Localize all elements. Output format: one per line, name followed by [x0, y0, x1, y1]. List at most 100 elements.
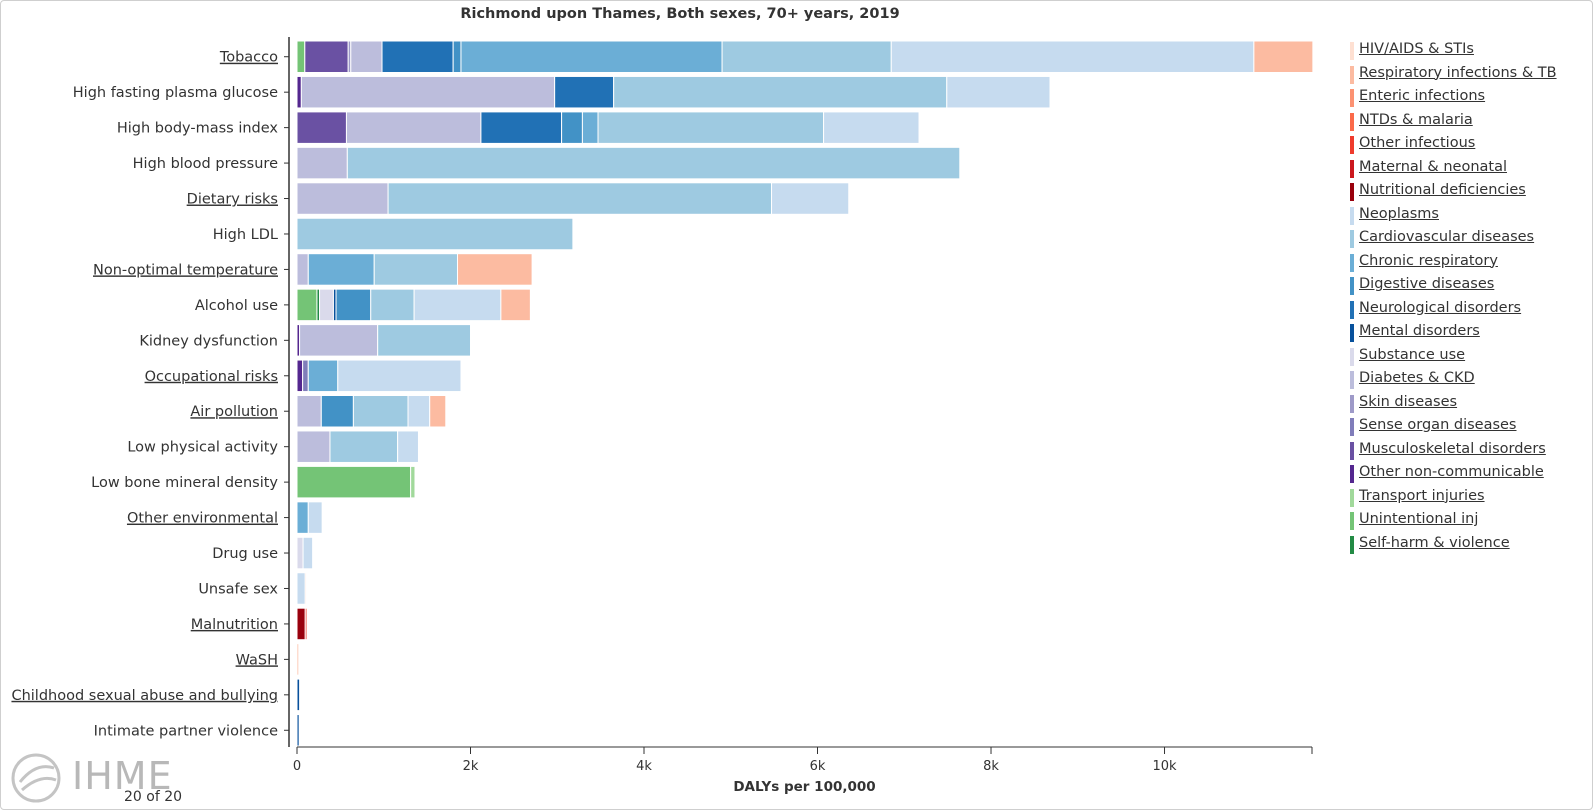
- bar-air-pollution-diabetes-ckd[interactable]: [296, 395, 322, 428]
- risk-label-other-environmental[interactable]: Other environmental: [127, 511, 278, 527]
- bar-air-pollution-neoplasms[interactable]: [407, 395, 431, 428]
- bar-tobacco-musculoskeletal-disorders[interactable]: [304, 40, 349, 73]
- bar-high-fasting-plasma-glucose-neurological-disorders[interactable]: [554, 75, 615, 109]
- bar-high-body-mass-index-musculoskeletal-disorders[interactable]: [296, 111, 347, 144]
- legend-item-diabetes-ckd[interactable]: Diabetes & CKD: [1350, 369, 1590, 393]
- legend-item-chronic-respiratory[interactable]: Chronic respiratory: [1350, 252, 1590, 276]
- bar-alcohol-use-substance-use[interactable]: [319, 288, 334, 322]
- legend-label[interactable]: Self-harm & violence: [1359, 534, 1510, 551]
- bar-high-body-mass-index-digestive-diseases[interactable]: [561, 111, 583, 144]
- bar-intimate-partner-violence-mental-disorders[interactable]: [296, 714, 300, 747]
- bar-low-physical-activity-cardiovascular-diseases[interactable]: [329, 430, 399, 463]
- bar-other-environmental-neoplasms[interactable]: [307, 501, 323, 534]
- legend-label[interactable]: Other infectious: [1359, 135, 1476, 151]
- legend-label[interactable]: Musculoskeletal disorders: [1359, 440, 1546, 457]
- bar-high-fasting-plasma-glucose-neoplasms[interactable]: [946, 75, 1051, 109]
- risk-label-malnutrition[interactable]: Malnutrition: [191, 617, 278, 633]
- legend-label[interactable]: Respiratory infections & TB: [1359, 64, 1557, 81]
- legend-label[interactable]: Other non-communicable: [1359, 464, 1544, 480]
- bar-high-blood-pressure-cardiovascular-diseases[interactable]: [346, 146, 961, 180]
- bar-high-fasting-plasma-glucose-cardiovascular-diseases[interactable]: [613, 75, 948, 109]
- risk-label-wash[interactable]: WaSH: [236, 652, 278, 668]
- legend-item-enteric-infections[interactable]: Enteric infections: [1350, 87, 1590, 111]
- legend-label[interactable]: Neurological disorders: [1359, 299, 1522, 316]
- legend-item-other-non-communicable[interactable]: Other non-communicable: [1350, 463, 1590, 487]
- legend-label[interactable]: Substance use: [1359, 346, 1466, 363]
- legend-item-substance-use[interactable]: Substance use: [1350, 346, 1590, 370]
- legend-item-unintentional-inj[interactable]: Unintentional inj: [1350, 510, 1590, 534]
- bar-non-optimal-temperature-diabetes-ckd[interactable]: [296, 253, 309, 286]
- legend-item-musculoskeletal-disorders[interactable]: Musculoskeletal disorders: [1350, 440, 1590, 464]
- bar-high-ldl-cardiovascular-diseases[interactable]: [296, 217, 574, 251]
- legend-label[interactable]: Enteric infections: [1359, 88, 1486, 104]
- bar-high-fasting-plasma-glucose-diabetes-ckd[interactable]: [300, 75, 556, 109]
- bar-childhood-sexual-abuse-and-bullying-mental-disorders[interactable]: [296, 678, 301, 712]
- bar-high-fasting-plasma-glucose-other-non-communicable[interactable]: [296, 75, 302, 109]
- legend-item-transport-injuries[interactable]: Transport injuries: [1350, 487, 1590, 511]
- bar-alcohol-use-respiratory-infections-tb[interactable]: [500, 288, 531, 322]
- bar-tobacco-unintentional-inj[interactable]: [296, 40, 306, 73]
- risk-label-occupational-risks[interactable]: Occupational risks: [145, 369, 278, 385]
- bar-drug-use-neoplasms[interactable]: [302, 536, 314, 570]
- bar-high-body-mass-index-cardiovascular-diseases[interactable]: [597, 111, 825, 144]
- bar-wash-respiratory-infections-tb[interactable]: [296, 643, 300, 676]
- bar-occupational-risks-neoplasms[interactable]: [337, 359, 462, 393]
- bar-malnutrition-other-infectious[interactable]: [304, 607, 308, 641]
- legend-item-sense-organ-diseases[interactable]: Sense organ diseases: [1350, 416, 1590, 440]
- bar-drug-use-substance-use[interactable]: [296, 536, 304, 570]
- legend-label[interactable]: Nutritional deficiencies: [1359, 182, 1526, 198]
- risk-label-dietary-risks[interactable]: Dietary risks: [187, 192, 278, 208]
- bar-malnutrition-nutritional-deficiencies[interactable]: [296, 607, 306, 641]
- legend-label[interactable]: Digestive diseases: [1359, 276, 1495, 292]
- bar-non-optimal-temperature-respiratory-infections-tb[interactable]: [456, 253, 533, 286]
- bar-alcohol-use-digestive-diseases[interactable]: [335, 288, 372, 322]
- bar-occupational-risks-chronic-respiratory[interactable]: [307, 359, 339, 393]
- legend-item-mental-disorders[interactable]: Mental disorders: [1350, 322, 1590, 346]
- bar-tobacco-diabetes-ckd[interactable]: [350, 40, 383, 73]
- legend-label[interactable]: Sense organ diseases: [1359, 417, 1517, 433]
- legend-label[interactable]: HIV/AIDS & STIs: [1359, 41, 1474, 57]
- bar-non-optimal-temperature-cardiovascular-diseases[interactable]: [373, 253, 458, 286]
- bar-high-blood-pressure-diabetes-ckd[interactable]: [296, 146, 348, 180]
- legend-label[interactable]: Skin diseases: [1359, 393, 1458, 410]
- legend-item-skin-diseases[interactable]: Skin diseases: [1350, 393, 1590, 417]
- legend-label[interactable]: Unintentional inj: [1359, 511, 1479, 527]
- bar-unsafe-sex-hiv-aids-stis[interactable]: [304, 572, 308, 605]
- legend-label[interactable]: Cardiovascular diseases: [1359, 229, 1535, 245]
- legend-label[interactable]: Chronic respiratory: [1359, 252, 1498, 269]
- bar-high-body-mass-index-chronic-respiratory[interactable]: [581, 111, 599, 144]
- bar-high-body-mass-index-neoplasms[interactable]: [823, 111, 920, 144]
- bar-alcohol-use-cardiovascular-diseases[interactable]: [370, 288, 415, 322]
- legend-item-other-infectious[interactable]: Other infectious: [1350, 134, 1590, 158]
- legend-item-digestive-diseases[interactable]: Digestive diseases: [1350, 275, 1590, 299]
- bar-low-physical-activity-neoplasms[interactable]: [397, 430, 419, 463]
- legend-item-maternal-neonatal[interactable]: Maternal & neonatal: [1350, 158, 1590, 182]
- legend-item-neurological-disorders[interactable]: Neurological disorders: [1350, 299, 1590, 323]
- bar-low-bone-mineral-density-unintentional-inj[interactable]: [296, 465, 412, 499]
- legend-label[interactable]: Maternal & neonatal: [1359, 158, 1507, 175]
- bar-tobacco-chronic-respiratory[interactable]: [460, 40, 723, 73]
- legend-label[interactable]: Transport injuries: [1359, 487, 1485, 504]
- legend-item-self-harm-violence[interactable]: Self-harm & violence: [1350, 534, 1590, 558]
- risk-label-air-pollution[interactable]: Air pollution: [190, 404, 278, 420]
- bar-unsafe-sex-neoplasms[interactable]: [296, 572, 306, 605]
- legend-item-respiratory-infections-tb[interactable]: Respiratory infections & TB: [1350, 64, 1590, 88]
- bar-dietary-risks-neoplasms[interactable]: [771, 182, 850, 215]
- bar-low-bone-mineral-density-transport-injuries[interactable]: [410, 465, 416, 499]
- risk-label-non-optimal-temperature[interactable]: Non-optimal temperature: [93, 262, 278, 278]
- legend-item-hiv-aids-stis[interactable]: HIV/AIDS & STIs: [1350, 40, 1590, 64]
- legend-label[interactable]: Diabetes & CKD: [1359, 370, 1475, 386]
- bar-dietary-risks-cardiovascular-diseases[interactable]: [387, 182, 773, 215]
- bar-tobacco-digestive-diseases[interactable]: [452, 40, 462, 73]
- bar-alcohol-use-neoplasms[interactable]: [413, 288, 502, 322]
- legend-item-neoplasms[interactable]: Neoplasms: [1350, 205, 1590, 229]
- bar-high-body-mass-index-neurological-disorders[interactable]: [480, 111, 563, 144]
- risk-label-tobacco[interactable]: Tobacco: [219, 50, 278, 66]
- bar-tobacco-neurological-disorders[interactable]: [381, 40, 454, 73]
- bar-high-body-mass-index-diabetes-ckd[interactable]: [345, 111, 482, 144]
- legend-item-cardiovascular-diseases[interactable]: Cardiovascular diseases: [1350, 228, 1590, 252]
- legend-item-ntds-malaria[interactable]: NTDs & malaria: [1350, 111, 1590, 135]
- legend-label[interactable]: NTDs & malaria: [1359, 111, 1473, 128]
- bar-air-pollution-cardiovascular-diseases[interactable]: [352, 395, 409, 428]
- legend-item-nutritional-deficiencies[interactable]: Nutritional deficiencies: [1350, 181, 1590, 205]
